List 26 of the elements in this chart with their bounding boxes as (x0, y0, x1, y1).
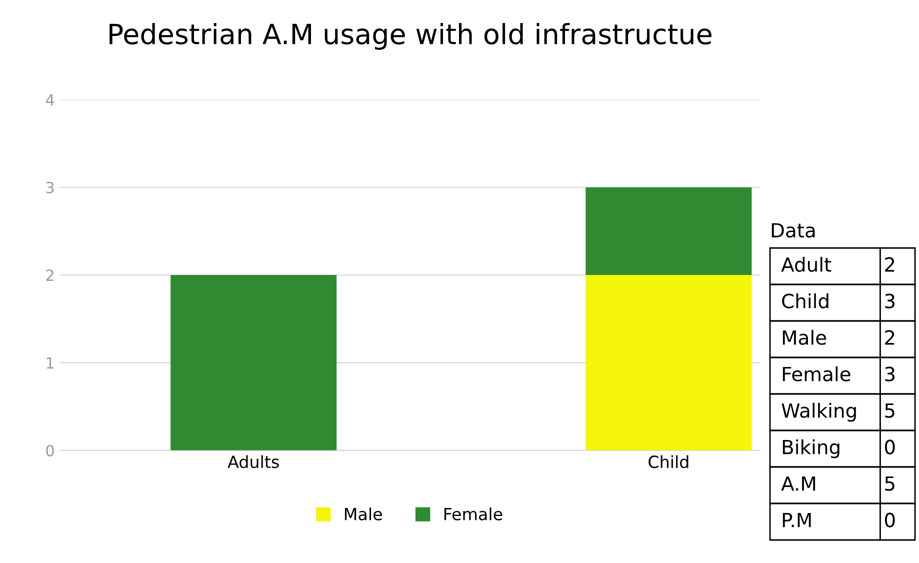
text: 5 (885, 403, 894, 418)
text: Biking (782, 439, 840, 458)
x-tick-label: Adults (228, 455, 279, 468)
text: 2 (885, 257, 894, 272)
text: Data (772, 223, 815, 238)
text: A.M (781, 476, 816, 491)
legend-label: Male (344, 507, 382, 520)
text: Child (782, 293, 828, 308)
text: Walking (782, 402, 856, 422)
text: 2 (885, 330, 894, 345)
text: Female (782, 366, 850, 382)
chart-title: Pedestrian A.M usage with old infrastructue (110, 22, 712, 50)
text: 3 (885, 294, 894, 308)
y-tick-label: 4 (46, 94, 54, 106)
y-tick-label: 1 (46, 357, 54, 369)
y-tick-label: 2 (46, 269, 54, 281)
text: 3 (885, 366, 894, 382)
text: 5 (885, 476, 894, 491)
text: P.M (782, 512, 811, 528)
text: Adult (781, 256, 832, 272)
legend-label: Female (444, 507, 502, 520)
y-tick-label: 0 (46, 444, 54, 456)
text: 0 (884, 440, 895, 454)
text: Male (782, 330, 826, 345)
y-tick-label: 3 (46, 182, 54, 194)
text: 0 (884, 512, 895, 528)
